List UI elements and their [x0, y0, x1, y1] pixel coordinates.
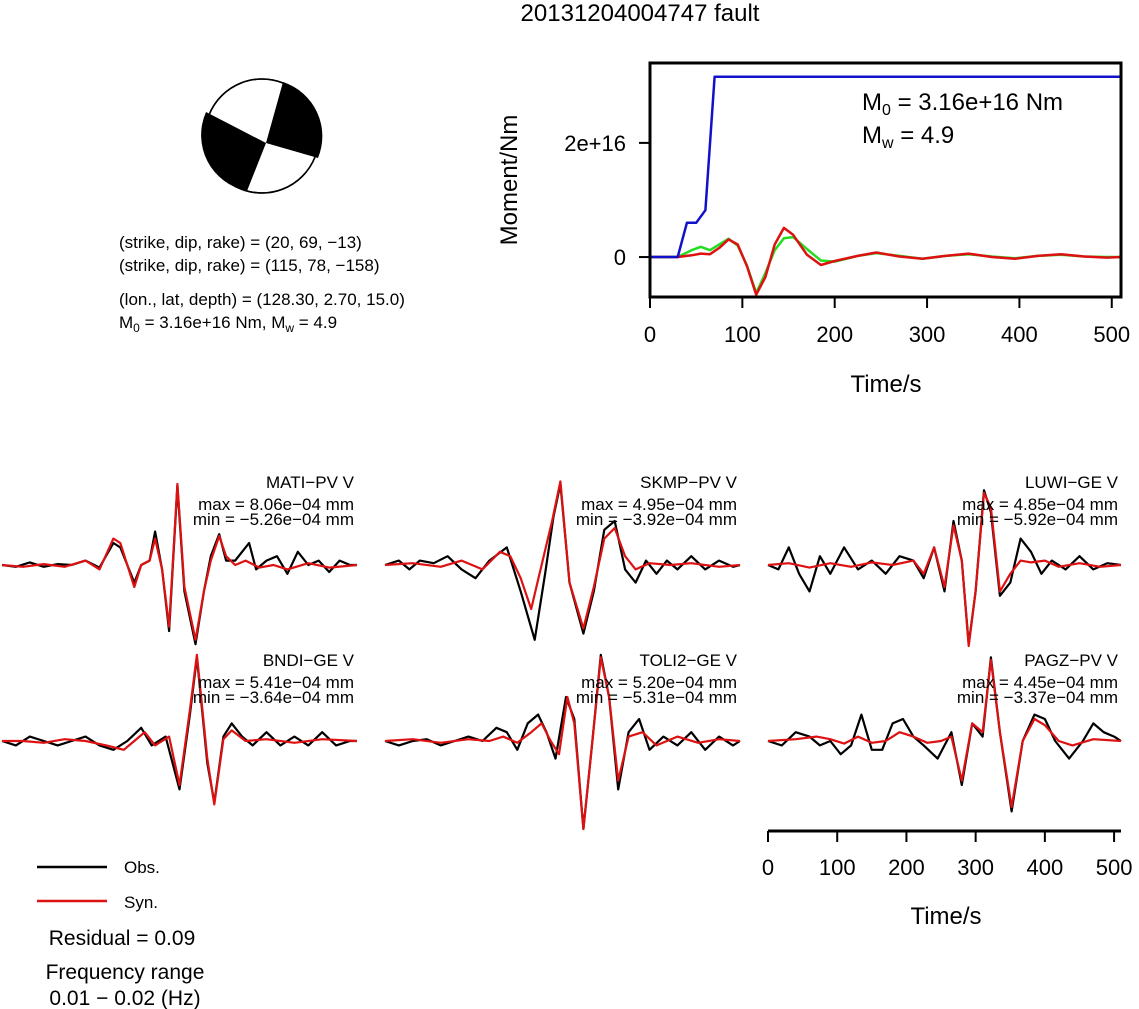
frequency-range-value: 0.01 − 0.02 (Hz): [49, 987, 200, 1009]
beachball: [201, 78, 323, 194]
footer-info: Residual = 0.09 Frequency range 0.01 − 0…: [46, 927, 205, 1009]
synthetic-waveform: [1, 482, 358, 641]
station-max: max = 4.85e−04 mm: [962, 495, 1118, 514]
observed-waveform: [767, 489, 1122, 646]
station-max: max = 8.06e−04 mm: [198, 495, 354, 514]
station-label: BNDI−GE V: [263, 651, 355, 670]
waveform-x-tick-label: 200: [888, 855, 925, 880]
station-max: max = 4.45e−04 mm: [962, 673, 1118, 692]
moment-series-line-rate-red: [650, 226, 1122, 296]
moment-x-axis-title: Time/s: [850, 371, 921, 398]
beachball-compressional-quadrant-right: [266, 82, 323, 158]
synthetic-waveform: [767, 491, 1122, 648]
moment-series-group: [650, 75, 1122, 296]
moment-plot: 0 100 200 300 400 500 0 2e+16 Time/s Moment/Nm…: [496, 61, 1130, 398]
moment-x-tick-label: 0: [644, 322, 656, 347]
mechanism-line-2: (strike, dip, rake) = (115, 78, −158): [119, 256, 379, 275]
frequency-range-label: Frequency range: [46, 961, 205, 984]
residual-text: Residual = 0.09: [49, 927, 196, 950]
moment-x-tick-label: 500: [1093, 322, 1130, 347]
synthetic-waveform: [384, 656, 741, 831]
station-max: max = 5.41e−04 mm: [198, 673, 354, 692]
waveform-x-tick-label: 500: [1096, 855, 1133, 880]
station-min: min = −3.64e−04 mm: [193, 688, 354, 707]
station-label: LUWI−GE V: [1025, 473, 1119, 492]
waveform-time-axis: 0 100 200 300 400 500 Time/s: [762, 829, 1133, 930]
waveform-x-axis-title: Time/s: [910, 903, 981, 930]
station-max: max = 5.20e−04 mm: [581, 673, 737, 692]
moment-y-axis-title: Moment/Nm: [496, 115, 523, 246]
waveform-x-tick-label: 100: [819, 855, 856, 880]
moment-plot-frame: [648, 61, 1123, 299]
synthetic-waveform: [767, 658, 1122, 809]
station-min: min = −3.37e−04 mm: [957, 688, 1118, 707]
legend: Obs. Syn.: [37, 858, 160, 912]
station-min: min = −5.31e−04 mm: [576, 688, 737, 707]
beachball-outline: [204, 78, 320, 194]
moment-x-tick-label: 200: [816, 322, 853, 347]
station-min: min = −5.26e−04 mm: [193, 510, 354, 529]
station-label: MATI−PV V: [266, 473, 355, 492]
moment-x-tick-label: 300: [909, 322, 946, 347]
waveform-x-tick-label: 0: [762, 855, 774, 880]
mechanism-line-3: (lon., lat, depth) = (128.30, 2.70, 15.0…: [119, 290, 405, 309]
mechanism-line-4: M0 = 3.16e+16 Nm, Mw = 4.9: [119, 313, 337, 335]
station-label: SKMP−PV V: [640, 473, 738, 492]
moment-x-tick-label: 100: [724, 322, 761, 347]
synthetic-waveform: [2, 653, 358, 806]
moment-y-tick-label: 2e+16: [564, 131, 626, 156]
moment-m0-annotation: M0 = 3.16e+16 Nm: [862, 89, 1063, 119]
synthetic-waveform: [384, 480, 741, 630]
station-min: min = −3.92e−04 mm: [576, 510, 737, 529]
legend-observed-label: Obs.: [124, 858, 160, 877]
mechanism-info: (strike, dip, rake) = (20, 69, −13) (str…: [119, 233, 405, 335]
moment-x-tick-label: 400: [1001, 322, 1038, 347]
mechanism-line-1: (strike, dip, rake) = (20, 69, −13): [119, 233, 362, 252]
moment-mw-annotation: Mw = 4.9: [862, 122, 954, 152]
moment-y-axis: 0 2e+16: [564, 131, 650, 270]
figure-title: 20131204004747 fault: [521, 0, 760, 27]
waveform-x-tick-label: 400: [1027, 855, 1064, 880]
legend-synthetic-label: Syn.: [124, 893, 158, 912]
moment-y-tick-label: 0: [614, 245, 626, 270]
station-label: TOLI2−GE V: [640, 651, 738, 670]
moment-series-line-cumulative: [650, 75, 1121, 259]
observed-waveform: [767, 656, 1122, 813]
waveform-x-ticks: 0 100 200 300 400 500: [762, 831, 1133, 880]
station-label: PAGZ−PV V: [1024, 651, 1118, 670]
station-max: max = 4.95e−04 mm: [581, 495, 737, 514]
moment-x-axis: 0 100 200 300 400 500: [644, 297, 1130, 347]
station-min: min = −5.92e−04 mm: [957, 510, 1118, 529]
waveform-x-tick-label: 300: [957, 855, 994, 880]
